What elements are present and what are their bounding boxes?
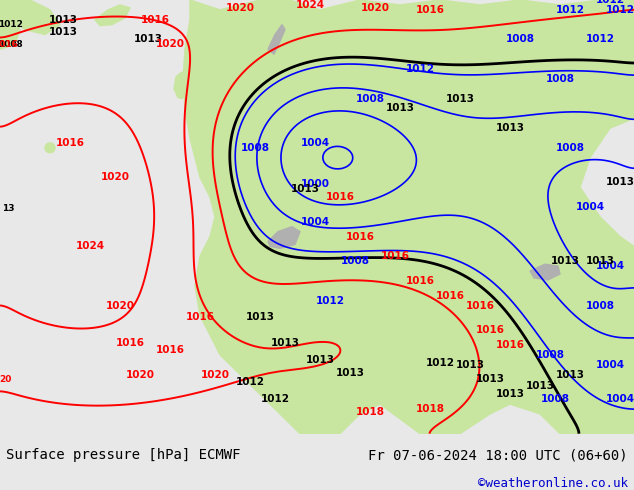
Text: 1016: 1016 (476, 325, 505, 335)
Text: 1013: 1013 (134, 34, 162, 45)
Text: 1013: 1013 (306, 355, 335, 365)
Text: 1020: 1020 (155, 39, 184, 49)
Text: 1004: 1004 (595, 261, 624, 271)
Text: 1013: 1013 (550, 256, 579, 266)
Text: 1004: 1004 (301, 138, 330, 148)
Polygon shape (95, 5, 130, 25)
Text: 1013: 1013 (290, 184, 320, 194)
Text: 1020: 1020 (200, 369, 230, 380)
Text: 1016: 1016 (115, 338, 145, 348)
Text: 1013: 1013 (48, 26, 77, 37)
Circle shape (213, 30, 221, 38)
Text: 1008: 1008 (356, 94, 384, 103)
Text: 1016: 1016 (415, 5, 444, 15)
Text: 1016: 1016 (56, 138, 84, 148)
Polygon shape (268, 227, 300, 248)
Text: 1016: 1016 (380, 251, 410, 261)
Text: 1020: 1020 (226, 3, 254, 13)
Text: 1016: 1016 (155, 345, 184, 355)
Text: 1013: 1013 (271, 338, 299, 348)
Text: ©weatheronline.co.uk: ©weatheronline.co.uk (477, 477, 628, 490)
Polygon shape (174, 72, 188, 98)
Text: 1016: 1016 (141, 15, 169, 24)
Text: 1024: 1024 (75, 242, 105, 251)
Text: 1012: 1012 (316, 295, 344, 306)
Text: Fr 07-06-2024 18:00 UTC (06+60): Fr 07-06-2024 18:00 UTC (06+60) (368, 448, 628, 462)
Text: 1016: 1016 (346, 232, 375, 242)
Text: 1013: 1013 (496, 123, 524, 133)
Text: 1008: 1008 (555, 143, 585, 153)
Text: 1012: 1012 (425, 358, 455, 368)
Text: 1013: 1013 (586, 256, 614, 266)
Text: 1008: 1008 (340, 256, 370, 266)
Text: 1016: 1016 (465, 300, 495, 311)
Text: 1013: 1013 (555, 369, 585, 380)
Text: 1004: 1004 (595, 360, 624, 369)
Text: 1004: 1004 (605, 394, 634, 404)
Text: 1018: 1018 (415, 404, 444, 414)
Text: 1012: 1012 (605, 5, 634, 15)
Text: 1013: 1013 (446, 94, 474, 103)
Text: 1016: 1016 (406, 276, 434, 286)
Text: 1008: 1008 (0, 40, 22, 49)
Text: 1013: 1013 (496, 389, 524, 399)
Text: 1020: 1020 (126, 369, 155, 380)
Text: 13: 13 (2, 204, 14, 214)
Text: 1020: 1020 (105, 300, 134, 311)
Text: 1012: 1012 (235, 377, 264, 388)
Text: 1013: 1013 (476, 374, 505, 385)
Text: 1016: 1016 (436, 291, 465, 301)
Polygon shape (188, 54, 212, 108)
Text: 1008: 1008 (541, 394, 569, 404)
Text: 1004: 1004 (301, 217, 330, 227)
Text: 1013: 1013 (48, 15, 77, 24)
Text: 1013: 1013 (385, 103, 415, 113)
Text: 1016: 1016 (0, 40, 18, 49)
Text: 1008: 1008 (545, 74, 574, 84)
Text: 1012: 1012 (586, 34, 614, 45)
Polygon shape (0, 0, 60, 34)
Text: 1016: 1016 (186, 312, 214, 322)
Text: 1008: 1008 (240, 143, 269, 153)
Text: 1024: 1024 (295, 0, 325, 10)
Text: 1012: 1012 (595, 0, 624, 5)
Text: 1020: 1020 (361, 3, 389, 13)
Text: 1008: 1008 (505, 34, 534, 45)
Text: 1008: 1008 (536, 350, 564, 360)
Circle shape (45, 143, 55, 153)
Polygon shape (183, 0, 634, 434)
Text: 1016: 1016 (496, 340, 524, 350)
Polygon shape (245, 0, 318, 187)
Text: 1013: 1013 (245, 312, 275, 322)
Text: 1020: 1020 (101, 172, 129, 182)
Text: 1013: 1013 (605, 177, 634, 187)
Text: 1016: 1016 (325, 192, 354, 202)
Text: 1008: 1008 (586, 300, 614, 311)
Polygon shape (268, 24, 285, 54)
Text: 1004: 1004 (576, 202, 605, 212)
Text: 1012: 1012 (555, 5, 585, 15)
Text: 1013: 1013 (455, 360, 484, 369)
Text: 1012: 1012 (261, 394, 290, 404)
Text: Surface pressure [hPa] ECMWF: Surface pressure [hPa] ECMWF (6, 448, 241, 462)
Text: 20: 20 (0, 375, 11, 384)
Text: 1018: 1018 (356, 407, 384, 417)
Text: 1013: 1013 (335, 368, 365, 377)
Polygon shape (530, 264, 560, 280)
Text: 1012: 1012 (406, 64, 434, 74)
Polygon shape (0, 0, 20, 49)
Text: 1012: 1012 (0, 20, 22, 29)
Text: 1000: 1000 (301, 179, 330, 189)
Text: 1013: 1013 (526, 381, 555, 392)
